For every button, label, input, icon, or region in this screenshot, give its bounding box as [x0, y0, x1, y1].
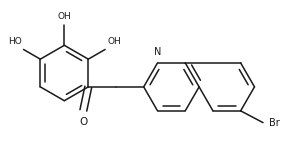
- Text: O: O: [79, 117, 87, 127]
- Text: OH: OH: [57, 12, 71, 21]
- Text: OH: OH: [107, 37, 121, 46]
- Text: Br: Br: [269, 118, 280, 128]
- Text: N: N: [154, 47, 161, 57]
- Text: HO: HO: [8, 37, 22, 46]
